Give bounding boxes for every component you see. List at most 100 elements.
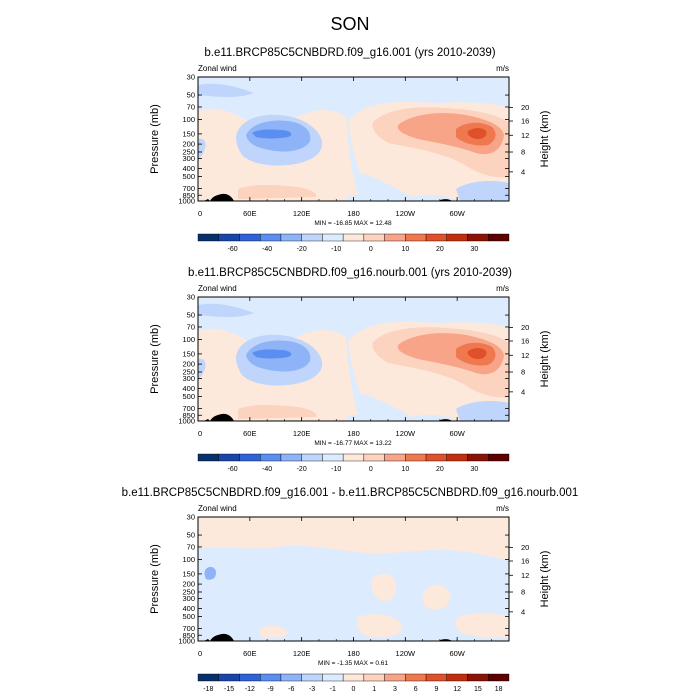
colorbar-label: 20 — [436, 246, 444, 253]
colorbar-swatch — [280, 673, 302, 682]
contour-field — [198, 77, 509, 201]
colorbar-swatch — [197, 233, 219, 242]
colorbar-label: 0 — [369, 466, 373, 473]
pressure-tick-label: 500 — [182, 392, 195, 401]
y-axis-title: Pressure (mb) — [149, 544, 161, 614]
colorbar-label: -12 — [245, 686, 255, 693]
colorbar-swatch — [467, 453, 489, 462]
pressure-tick-label: 50 — [187, 311, 195, 320]
colorbar-swatch — [280, 233, 302, 242]
unit-label: m/s — [496, 504, 509, 513]
height-tick-label: 20 — [521, 543, 529, 552]
pressure-tick-label: 150 — [182, 349, 195, 358]
pressure-tick-label: 400 — [182, 164, 195, 173]
colorbar-swatch — [425, 673, 448, 682]
colorbar-swatch — [363, 673, 385, 682]
pressure-tick-label: 70 — [187, 102, 195, 111]
pressure-tick-label: 150 — [182, 569, 195, 578]
colorbar-label: -10 — [331, 246, 341, 253]
colorbar-label: -18 — [203, 686, 213, 693]
height-tick-label: 12 — [521, 131, 529, 140]
x-tick-label: 0 — [198, 649, 202, 658]
contour-region — [198, 545, 509, 641]
pressure-tick-label: 250 — [182, 147, 195, 156]
pressure-tick-label: 250 — [182, 367, 195, 376]
pressure-tick-label: 200 — [182, 580, 195, 589]
colorbar-swatch — [384, 453, 406, 462]
pressure-tick-label: 1000 — [178, 637, 195, 646]
pressure-tick-label: 150 — [182, 129, 195, 138]
contour-region — [456, 181, 509, 201]
colorbar-swatch — [322, 233, 344, 242]
x-tick-label: 60E — [243, 429, 256, 438]
colorbar-swatch — [363, 233, 385, 242]
x-tick-label: 60W — [449, 209, 465, 218]
chart-panel-2: b.e11.BRCP85C5CNBDRD.f09_g16.nourb.001 (… — [149, 267, 551, 473]
pressure-tick-label: 400 — [182, 604, 195, 613]
height-tick-label: 12 — [521, 571, 529, 580]
x-tick-label: 60E — [243, 209, 256, 218]
min-max-label: MIN = -1.35 MAX = 0.61 — [318, 660, 388, 667]
pressure-tick-label: 300 — [182, 374, 195, 383]
contour-region — [422, 584, 451, 610]
contour-region — [252, 129, 292, 139]
x-tick-label: 120W — [396, 209, 417, 218]
colorbar-swatch — [446, 233, 468, 242]
pressure-tick-label: 300 — [182, 594, 195, 603]
height-tick-label: 16 — [521, 117, 529, 126]
variable-label: Zonal wind — [198, 64, 237, 73]
pressure-tick-label: 100 — [182, 335, 195, 344]
colorbar-label: -6 — [288, 686, 294, 693]
pressure-tick-label: 700 — [182, 184, 195, 193]
x-tick-label: 120E — [293, 429, 311, 438]
colorbar-swatch — [301, 233, 323, 242]
colorbar-swatch — [239, 673, 261, 682]
height-tick-label: 16 — [521, 557, 529, 566]
contour-region — [252, 349, 292, 359]
pressure-tick-label: 1000 — [178, 197, 195, 206]
x-tick-label: 0 — [198, 429, 202, 438]
colorbar-swatch — [467, 673, 489, 682]
variable-label: Zonal wind — [198, 284, 237, 293]
contour-region — [204, 566, 216, 580]
colorbar-label: -60 — [227, 246, 237, 253]
colorbar-swatch — [342, 233, 365, 242]
colorbar-swatch — [425, 233, 448, 242]
x-tick-label: 0 — [198, 209, 202, 218]
colorbar-swatch — [405, 673, 427, 682]
colorbar-swatch — [218, 673, 240, 682]
colorbar-swatch — [342, 453, 365, 462]
colorbar-label: 20 — [436, 466, 444, 473]
colorbar-swatch — [260, 453, 282, 462]
colorbar-swatch — [197, 673, 219, 682]
contour-region — [467, 348, 487, 359]
pressure-tick-label: 200 — [182, 360, 195, 369]
x-tick-label: 60E — [243, 649, 256, 658]
colorbar-swatch — [301, 673, 323, 682]
x-tick-label: 120E — [293, 209, 311, 218]
height-tick-label: 20 — [521, 323, 529, 332]
contour-region — [238, 405, 317, 419]
colorbar-label: 6 — [414, 686, 418, 693]
colorbar-swatch — [301, 453, 323, 462]
colorbar-label: -20 — [297, 246, 307, 253]
y-axis-title: Pressure (mb) — [149, 104, 161, 174]
unit-label: m/s — [496, 64, 509, 73]
colorbar-label: 0 — [369, 246, 373, 253]
colorbar-label: 18 — [495, 686, 503, 693]
height-tick-label: 4 — [521, 167, 525, 176]
colorbar-swatch — [446, 673, 468, 682]
pressure-tick-label: 700 — [182, 404, 195, 413]
colorbar-swatch — [488, 233, 510, 242]
colorbar-label: 10 — [401, 246, 409, 253]
colorbar-swatch — [218, 233, 240, 242]
contour-region — [467, 128, 487, 139]
colorbar-label: -40 — [262, 246, 272, 253]
x-tick-label: 60W — [449, 649, 465, 658]
colorbar-label: 1 — [372, 686, 376, 693]
height-tick-label: 4 — [521, 387, 525, 396]
colorbar-swatch — [363, 453, 385, 462]
pressure-tick-label: 850 — [182, 191, 195, 200]
colorbar-label: -9 — [267, 686, 273, 693]
